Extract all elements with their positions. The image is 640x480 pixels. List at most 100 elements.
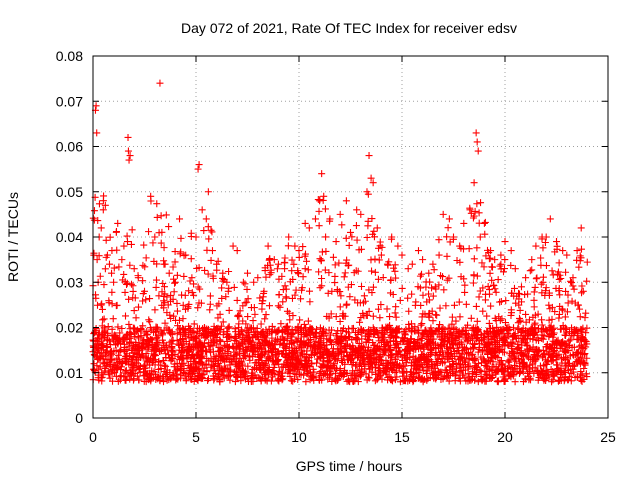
background-point: [347, 371, 355, 379]
background-point: [398, 334, 406, 342]
background-point: [342, 301, 350, 309]
background-point: [90, 207, 98, 215]
background-point: [557, 274, 565, 282]
background-point: [476, 366, 484, 374]
background-point: [430, 266, 438, 274]
background-point: [97, 349, 105, 357]
background-point: [542, 356, 550, 364]
background-point: [96, 272, 104, 280]
background-point: [220, 374, 228, 382]
background-point: [166, 311, 174, 319]
background-point: [439, 273, 447, 281]
background-point: [169, 295, 177, 303]
background-point: [128, 226, 136, 234]
background-point: [364, 355, 372, 363]
background-point: [475, 343, 483, 351]
background-point: [304, 266, 312, 274]
background-point: [563, 308, 571, 316]
y-tick-label: 0.07: [56, 93, 83, 109]
background-point: [507, 364, 515, 372]
background-point: [385, 373, 393, 381]
background-point: [337, 292, 345, 300]
background-point: [279, 369, 287, 377]
data-point: [223, 278, 231, 286]
background-point: [365, 362, 373, 370]
data-point: [394, 242, 402, 250]
background-point: [262, 337, 270, 345]
background-point: [437, 358, 445, 366]
background-point: [490, 282, 498, 290]
background-point: [452, 364, 460, 372]
background-point: [511, 349, 519, 357]
background-point: [177, 336, 185, 344]
background-point: [163, 366, 171, 374]
background-point: [304, 317, 312, 325]
background-point: [482, 377, 490, 385]
background-point: [284, 322, 292, 330]
background-point: [266, 355, 274, 363]
background-point: [550, 329, 558, 337]
background-point: [449, 357, 457, 365]
background-point: [560, 325, 568, 333]
background-point: [349, 358, 357, 366]
background-point: [266, 328, 274, 336]
background-point: [326, 371, 334, 379]
background-point: [177, 366, 185, 374]
background-point: [108, 300, 116, 308]
background-point: [206, 300, 214, 308]
background-point: [488, 276, 496, 284]
background-point: [528, 266, 536, 274]
background-point: [113, 246, 121, 254]
background-point: [539, 335, 547, 343]
background-point: [582, 343, 590, 351]
background-point: [443, 355, 451, 363]
data-point: [357, 210, 365, 218]
background-point: [128, 365, 136, 373]
background-point: [349, 324, 357, 332]
background-point: [551, 308, 559, 316]
background-point: [553, 242, 561, 250]
background-point: [405, 320, 413, 328]
background-point: [165, 354, 173, 362]
background-point: [401, 362, 409, 370]
background-point: [359, 309, 367, 317]
background-point: [281, 328, 289, 336]
data-point: [353, 206, 361, 214]
background-point: [338, 221, 346, 229]
background-point: [104, 323, 112, 331]
background-point: [207, 226, 215, 234]
data-point: [97, 224, 105, 232]
background-point: [530, 330, 538, 338]
background-point: [122, 376, 130, 384]
background-point: [576, 313, 584, 321]
background-point: [301, 360, 309, 368]
background-point: [549, 350, 557, 358]
background-point: [209, 274, 217, 282]
background-point: [108, 325, 116, 333]
background-point: [336, 303, 344, 311]
background-point: [467, 209, 475, 217]
background-point: [101, 351, 109, 359]
background-point: [481, 230, 489, 238]
background-point: [368, 215, 376, 223]
background-point: [567, 279, 575, 287]
background-point: [498, 315, 506, 323]
background-point: [156, 376, 164, 384]
background-point: [179, 315, 187, 323]
background-point: [123, 373, 131, 381]
background-point: [293, 326, 301, 334]
background-point: [265, 302, 273, 310]
background-point: [329, 253, 337, 261]
background-point: [385, 333, 393, 341]
background-point: [342, 234, 350, 242]
background-point: [479, 346, 487, 354]
background-point: [432, 285, 440, 293]
data-point: [295, 247, 303, 255]
background-point: [550, 347, 558, 355]
background-point: [555, 310, 563, 318]
background-point: [542, 284, 550, 292]
data-point: [388, 233, 396, 241]
background-point: [523, 335, 531, 343]
background-point: [142, 364, 150, 372]
